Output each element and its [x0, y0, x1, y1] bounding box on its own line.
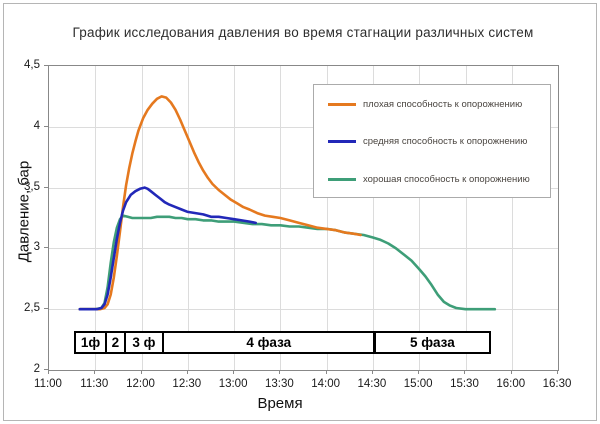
chart-title: График исследования давления во время ст…: [72, 25, 534, 40]
x-tick-label: 13:30: [264, 378, 294, 390]
y-tick-label: 2: [33, 363, 40, 375]
legend-line-sample-good: [328, 178, 356, 181]
y-tick-label: 4,5: [24, 59, 40, 71]
x-tick-label: 14:00: [311, 378, 341, 390]
legend-label-poor: плохая способность к опорожнению: [363, 99, 523, 110]
v-gridline: [465, 66, 467, 370]
x-tick-mark: [233, 370, 235, 374]
v-gridline: [511, 66, 513, 370]
h-gridline: [49, 309, 558, 311]
x-tick-label: 13:00: [218, 378, 248, 390]
y-tick-label: 3,5: [24, 180, 40, 193]
x-tick-label: 11:30: [80, 378, 109, 390]
phase-box-3ф: 3 ф: [123, 331, 165, 354]
legend-label-good: хорошая способность к опорожнению: [363, 174, 530, 185]
series-line-medium: [78, 186, 257, 311]
x-tick-mark: [557, 370, 558, 374]
y-tick-mark: [44, 308, 48, 310]
legend-line-sample-poor: [328, 103, 356, 106]
legend-label-medium: средняя способность к опорожнению: [363, 136, 528, 147]
y-tick-label: 4: [33, 119, 40, 132]
legend-item-good: хорошая способность к опорожнению: [328, 172, 530, 187]
y-tick-mark: [44, 247, 48, 249]
x-tick-mark: [510, 370, 512, 374]
series-line-good: [78, 214, 497, 311]
x-tick-mark: [371, 370, 373, 374]
x-tick-mark: [325, 370, 327, 374]
x-tick-mark: [418, 370, 420, 374]
legend-box: плохая способность к опорожнению средняя …: [313, 84, 551, 198]
chart-lines: [78, 95, 497, 311]
y-tick-mark: [44, 369, 48, 370]
y-tick-label: 2,5: [24, 302, 40, 315]
h-gridline: [49, 248, 558, 250]
v-gridline: [372, 66, 374, 370]
legend-line-sample-medium: [328, 140, 356, 143]
h-gridline: [49, 187, 558, 189]
x-tick-label: 15:30: [450, 378, 479, 390]
x-tick-label: 12:00: [126, 378, 155, 390]
x-tick-label: 14:30: [357, 378, 387, 390]
x-tick-label: 16:30: [542, 378, 572, 390]
x-tick-mark: [94, 370, 96, 374]
phase-box-5фаза: 5 фаза: [373, 331, 492, 354]
x-tick-label: 15:00: [403, 378, 433, 390]
x-tick-mark: [186, 370, 188, 374]
y-tick-label: 3: [33, 241, 40, 254]
x-axis-title: Время: [257, 395, 303, 412]
x-tick-label: 12:30: [172, 378, 202, 390]
legend-item-medium: средняя способность к опорожнению: [328, 134, 527, 149]
x-tick-mark: [48, 370, 49, 374]
phase-box-4фаза: 4 фаза: [162, 331, 376, 354]
phase-box-2: 2: [105, 331, 126, 354]
v-gridline: [95, 66, 97, 370]
x-tick-mark: [140, 370, 142, 374]
y-axis-title: Давление, бар: [15, 160, 33, 263]
legend-item-poor: плохая способность к опорожнению: [328, 97, 522, 112]
x-tick-label: 16:00: [496, 378, 526, 390]
v-gridline: [419, 66, 421, 370]
y-tick-mark: [44, 125, 48, 127]
x-tick-mark: [279, 370, 281, 374]
v-gridline: [326, 66, 328, 370]
h-gridline: [49, 126, 558, 128]
x-tick-mark: [464, 370, 466, 374]
y-tick-mark: [44, 65, 48, 66]
y-tick-mark: [44, 186, 48, 188]
x-tick-label: 11:00: [34, 378, 62, 390]
